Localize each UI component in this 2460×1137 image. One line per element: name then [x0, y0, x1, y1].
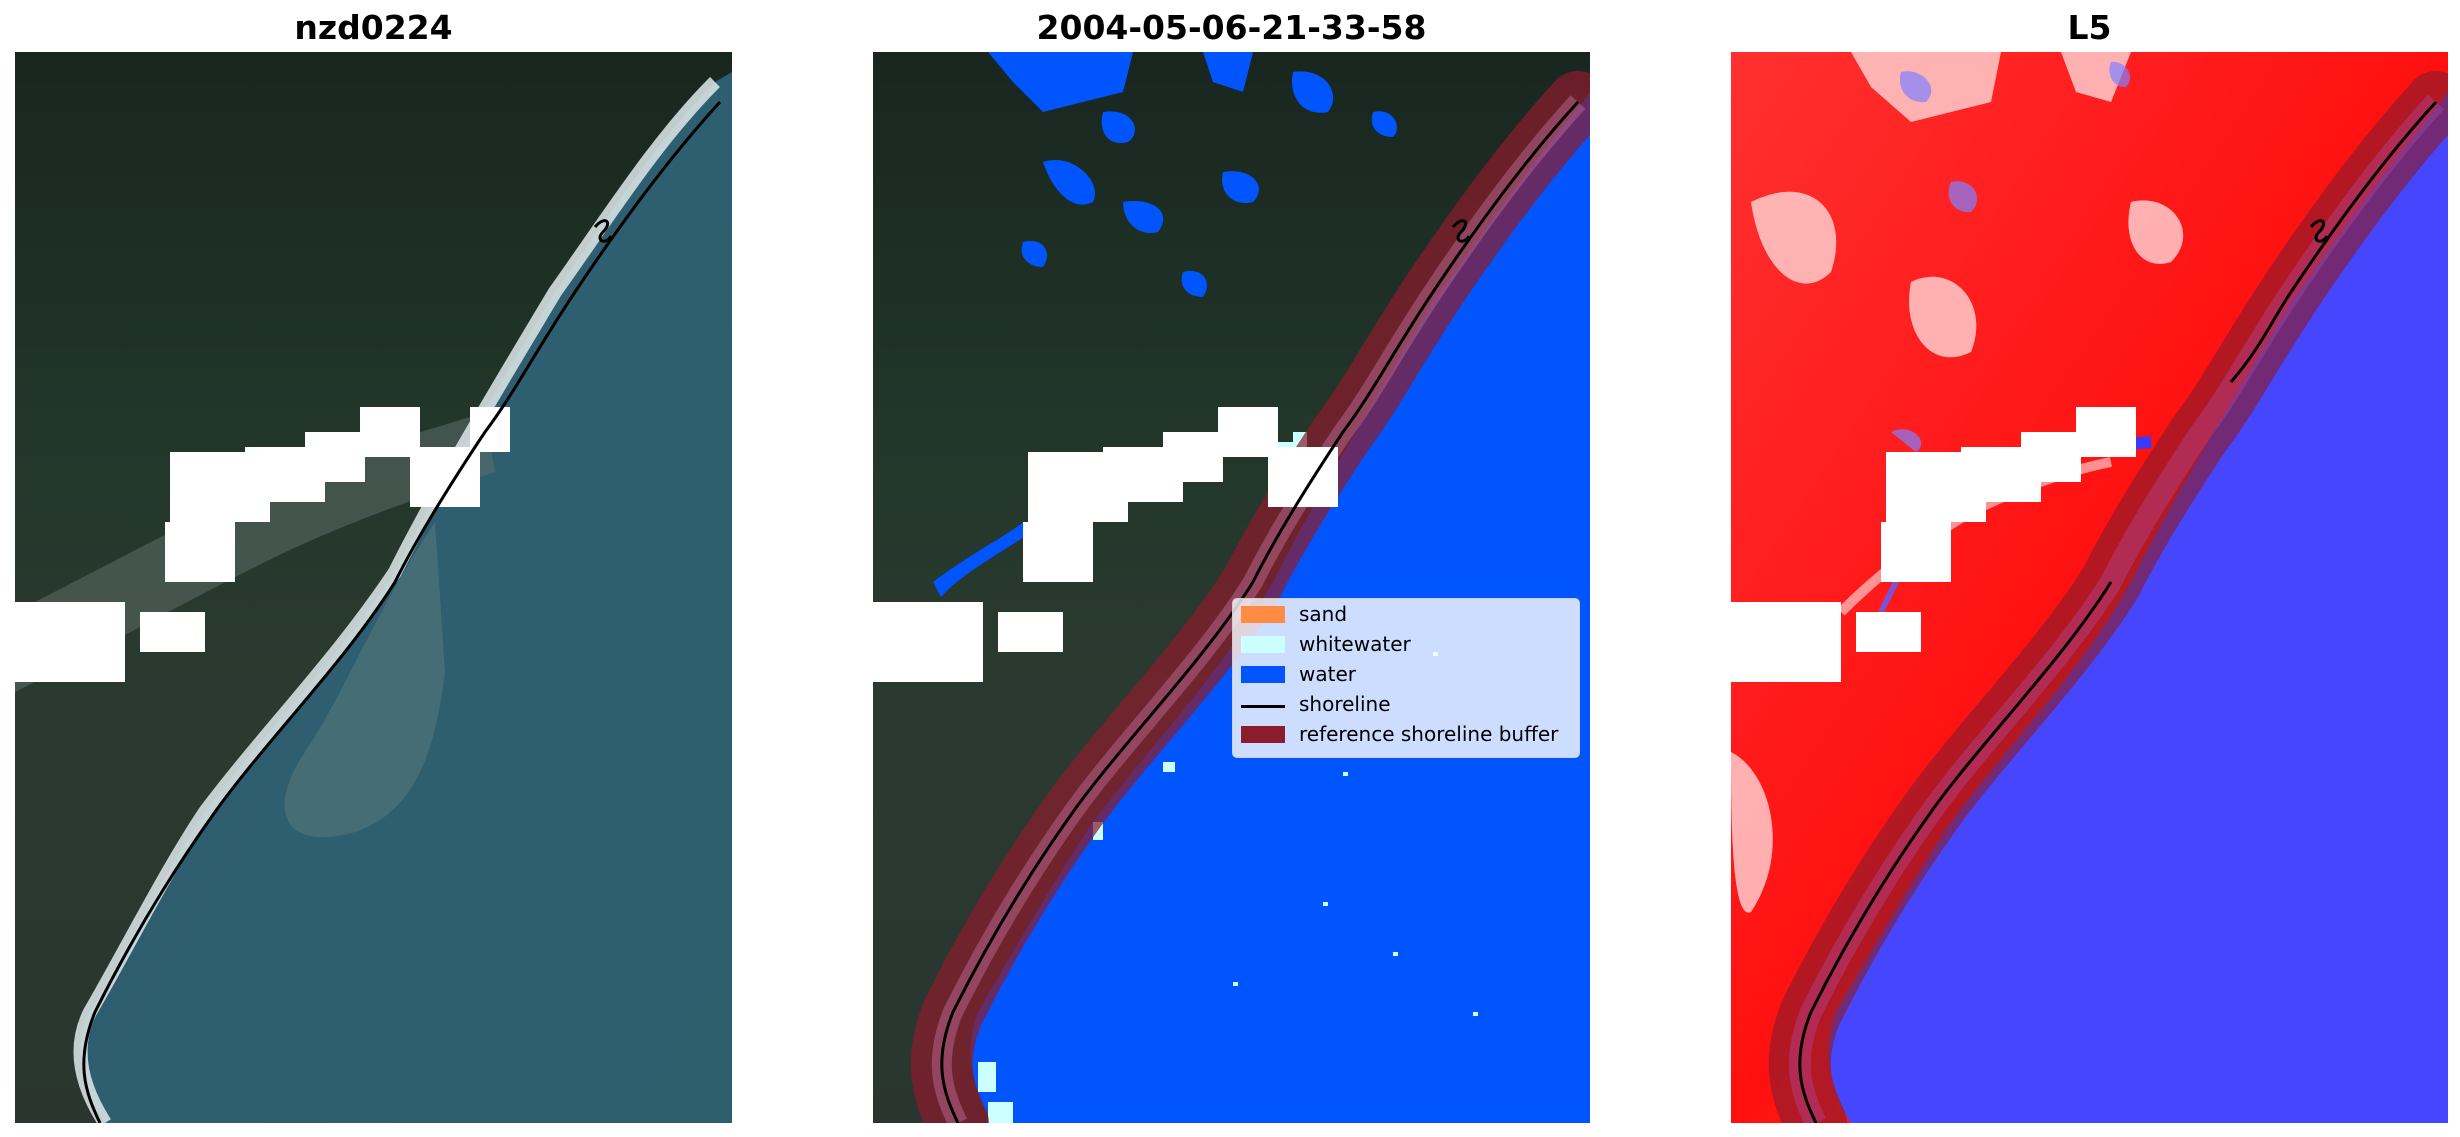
- panel-title: L5: [2067, 8, 2112, 47]
- legend-item-shoreline: shoreline: [1233, 691, 1579, 721]
- buffer-swatch: [1241, 726, 1285, 743]
- legend: sand whitewater water shoreline referenc…: [1232, 598, 1580, 758]
- legend-item-buffer: reference shoreline buffer: [1233, 721, 1579, 751]
- shoreline-line: [1241, 705, 1285, 708]
- legend-item-whitewater: whitewater: [1233, 631, 1579, 661]
- legend-label: sand: [1299, 602, 1348, 626]
- panel-title: nzd0224: [294, 8, 453, 47]
- legend-label: shoreline: [1299, 692, 1391, 716]
- mndwi-index-image: [1731, 52, 2448, 1123]
- sand-swatch: [1241, 606, 1285, 623]
- rgb-satellite-image: [15, 52, 732, 1123]
- legend-label: whitewater: [1299, 632, 1411, 656]
- legend-label: water: [1299, 662, 1356, 686]
- classified-image: [873, 52, 1590, 1123]
- legend-label: reference shoreline buffer: [1299, 722, 1559, 746]
- legend-item-water: water: [1233, 661, 1579, 691]
- panel-title: 2004-05-06-21-33-58: [1036, 8, 1427, 47]
- water-swatch: [1241, 666, 1285, 683]
- whitewater-swatch: [1241, 636, 1285, 653]
- legend-item-sand: sand: [1233, 601, 1579, 631]
